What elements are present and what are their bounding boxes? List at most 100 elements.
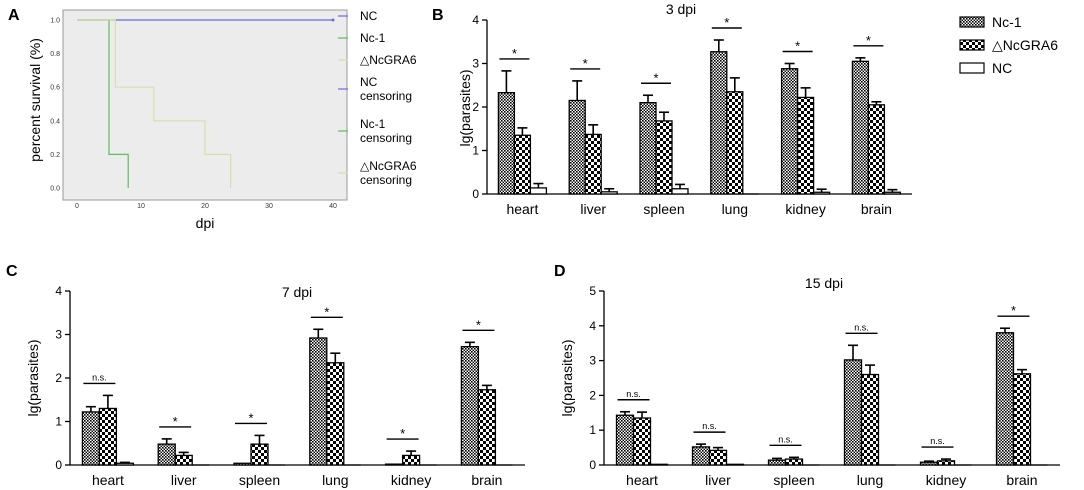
significance-label: n.s. xyxy=(92,372,107,382)
category-label: spleen xyxy=(773,472,814,488)
bar-nc1 xyxy=(843,359,863,466)
bar-ncgra6 xyxy=(98,407,118,466)
category-label: lung xyxy=(857,472,883,488)
survival-y-axis-label: percent survival (%) xyxy=(27,38,43,162)
significance-label: * xyxy=(724,15,729,30)
significance-label: n.s. xyxy=(778,434,793,444)
bar-ncgra6 xyxy=(477,389,497,466)
category-label: brain xyxy=(471,472,502,488)
bar-ncgra6 xyxy=(1012,373,1032,466)
bar-ncgra6 xyxy=(726,91,744,195)
category-label: spleen xyxy=(643,201,684,217)
bar-nc1 xyxy=(460,346,480,466)
category-label: liver xyxy=(705,472,731,488)
category-label: kidney xyxy=(391,472,431,488)
survival-x-tick-label: 0 xyxy=(75,203,79,210)
significance-label: * xyxy=(795,39,800,54)
y-tick-label: 1 xyxy=(589,423,596,437)
significance-label: n.s. xyxy=(702,421,717,431)
y-tick-label: 3 xyxy=(472,57,479,71)
survival-x-tick-label: 20 xyxy=(201,203,209,210)
bar-ncgra6 xyxy=(936,460,956,466)
category-label: liver xyxy=(171,472,197,488)
survival-y-tick-label: 0.0 xyxy=(50,186,60,193)
significance-label: n.s. xyxy=(930,436,945,446)
legend-swatch-nc xyxy=(959,62,985,74)
survival-legend-label: censoring xyxy=(360,89,412,103)
survival-legend-label: Nc-1 xyxy=(360,117,386,131)
category-label: lung xyxy=(322,472,348,488)
bar-nc1 xyxy=(691,446,711,466)
y-tick-label: 3 xyxy=(55,328,62,342)
bar-nc xyxy=(812,191,831,195)
y-tick-label: 4 xyxy=(589,319,596,333)
y-tick-label: 4 xyxy=(472,13,479,27)
survival-chart: 0.0 0.2 0.4 0.6 0.8 1.0 0 10 20 30 40 percent sur… xyxy=(27,9,417,231)
category-label: heart xyxy=(506,201,538,217)
category-label: heart xyxy=(626,472,658,488)
bar-nc xyxy=(883,191,902,195)
bar-chart-3dpi: 3 dpi lg(parasites) 0 1 2 3 4 heart * liver * spl… xyxy=(457,1,912,217)
category-label: kidney xyxy=(785,201,825,217)
bar-nc1 xyxy=(568,99,586,195)
bar-ncgra6 xyxy=(796,96,815,195)
y-tick-label: 0 xyxy=(589,458,596,472)
bar-ncgra6 xyxy=(250,443,269,466)
chart-title-7dpi: 7 dpi xyxy=(282,284,312,300)
bar-nc1 xyxy=(919,461,939,466)
survival-legend: NCNc-1△NcGRA6NCcensoringNc-1censoring△Nc… xyxy=(338,9,417,187)
bar-ncgra6 xyxy=(632,417,652,466)
panel-label-d: D xyxy=(554,263,566,280)
y-tick-label: 5 xyxy=(589,284,596,298)
y-tick-label: 3 xyxy=(589,354,596,368)
survival-x-tick-label: 30 xyxy=(265,203,273,210)
bar-nc1 xyxy=(384,463,404,466)
bar-legend: Nc-1 △NcGRA6 NC xyxy=(959,14,1058,76)
category-label: liver xyxy=(580,201,606,217)
bar-nc1 xyxy=(780,68,799,195)
survival-legend-label: △NcGRA6 xyxy=(360,159,417,173)
survival-x-axis-label: dpi xyxy=(196,215,215,231)
bar-ncgra6 xyxy=(174,454,193,466)
bar-nc1 xyxy=(767,459,787,466)
bar-chart-7dpi: 7 dpi lg(parasites) 0 1 2 3 4 heart n.s. liver *… xyxy=(25,284,525,488)
category-label: kidney xyxy=(926,472,966,488)
survival-lines xyxy=(77,18,335,188)
y-axis-label-3dpi: lg(parasites) xyxy=(457,69,473,146)
panel-label-c: C xyxy=(6,263,18,280)
chart-title-3dpi: 3 dpi xyxy=(666,1,696,17)
survival-legend-label: censoring xyxy=(360,131,412,145)
survival-y-tick-label: 0.4 xyxy=(50,118,60,125)
survival-legend-label: NC xyxy=(360,9,378,23)
significance-label: * xyxy=(173,414,178,429)
survival-y-ticks: 0.0 0.2 0.4 0.6 0.8 1.0 xyxy=(50,18,60,193)
significance-label: * xyxy=(324,304,329,319)
survival-y-tick-label: 0.2 xyxy=(50,152,60,159)
legend-label-nc1: Nc-1 xyxy=(992,14,1022,30)
significance-label: n.s. xyxy=(626,389,641,399)
nc-censoring-mark xyxy=(331,18,335,22)
bar-nc1 xyxy=(995,332,1015,466)
survival-y-tick-label: 1.0 xyxy=(50,18,60,25)
y-tick-label: 0 xyxy=(472,187,479,201)
bar-nc1 xyxy=(639,102,657,195)
bar-nc1 xyxy=(615,414,635,466)
bar-nc xyxy=(649,463,669,466)
bar-ncgra6 xyxy=(584,133,602,195)
bar-ncgra6 xyxy=(655,120,673,195)
survival-x-tick-label: 40 xyxy=(329,203,337,210)
survival-line-2 xyxy=(77,19,232,188)
bar-nc xyxy=(600,191,618,195)
bar-nc1 xyxy=(309,337,328,466)
category-label: brain xyxy=(861,201,892,217)
bar-nc xyxy=(115,462,135,466)
bar-nc1 xyxy=(851,60,870,195)
bar-ncgra6 xyxy=(513,134,532,195)
significance-label: * xyxy=(653,70,658,85)
survival-legend-label: NC xyxy=(360,75,378,89)
significance-label: * xyxy=(400,426,405,441)
category-label: lung xyxy=(722,201,748,217)
bar-ncgra6 xyxy=(867,104,886,195)
y-tick-label: 0 xyxy=(55,458,62,472)
legend-label-nc: NC xyxy=(992,60,1012,76)
